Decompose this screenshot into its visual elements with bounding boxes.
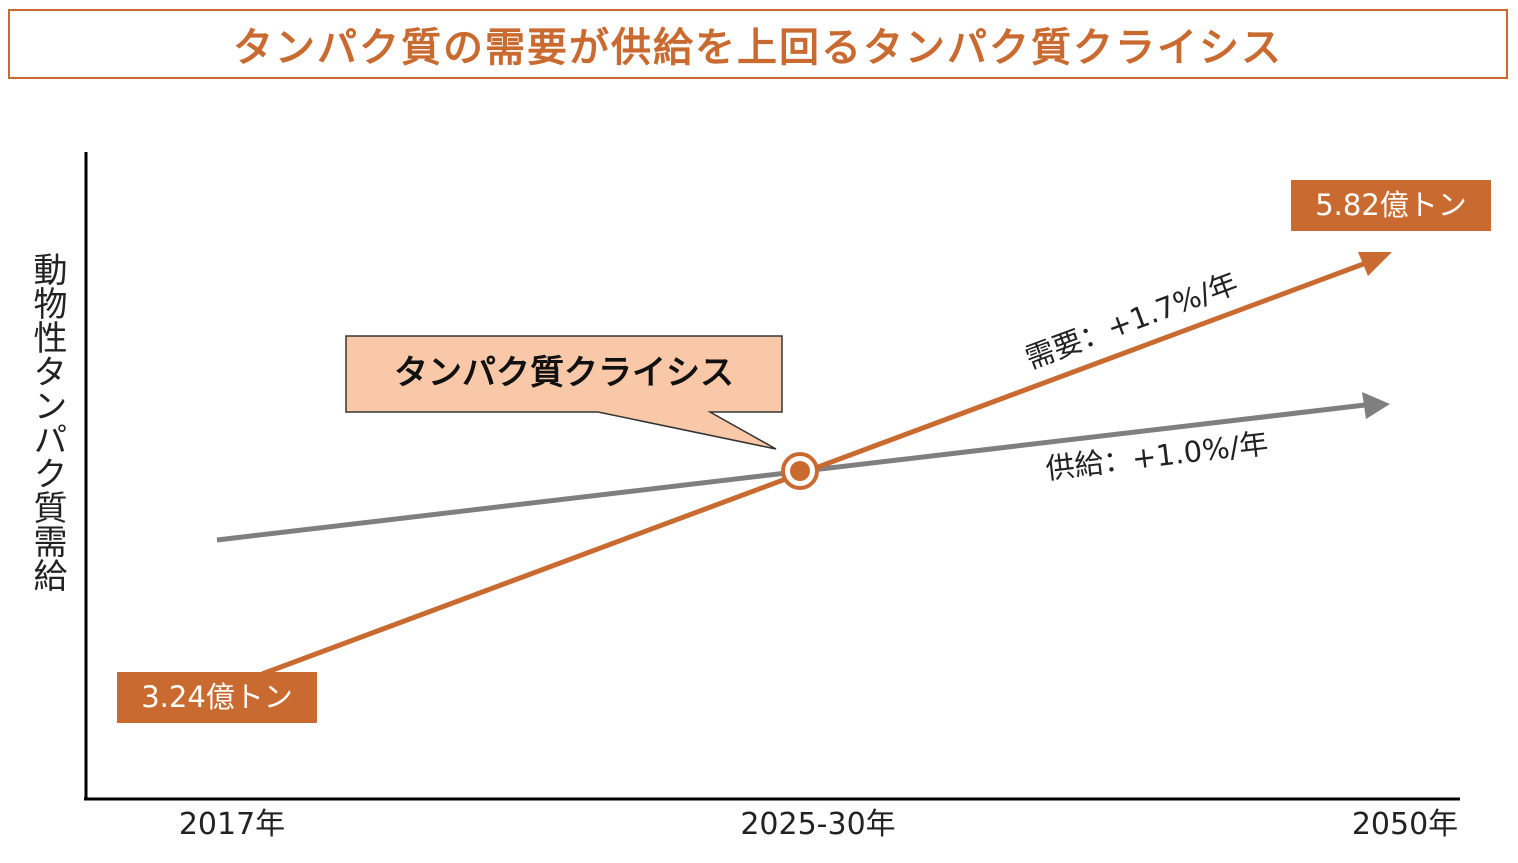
intersection-marker-dot: [790, 461, 810, 481]
crisis-callout-box: [345, 335, 783, 450]
demand-end-value-label: 5.82億トン: [1315, 188, 1467, 222]
x-tick-label: 2025-30年: [740, 807, 895, 842]
x-tick-label: 2017年: [179, 807, 285, 842]
demand-end-value-box: [1291, 180, 1491, 231]
demand-start-value-box: [117, 672, 317, 723]
demand-start-value-label: 3.24億トン: [141, 680, 293, 714]
demand-arrowhead: [1358, 252, 1392, 276]
x-tick-label: 2050年: [1352, 807, 1458, 842]
page-title: タンパク質の需要が供給を上回るタンパク質クライシス: [8, 9, 1508, 79]
supply-arrowhead: [1362, 392, 1390, 419]
y-axis-title: 動物性タンパク質需給: [27, 252, 67, 592]
crisis-callout-label: タンパク質クライシス: [394, 353, 734, 393]
supply-rate-label: 供給：+1.0%/年: [1044, 426, 1270, 486]
